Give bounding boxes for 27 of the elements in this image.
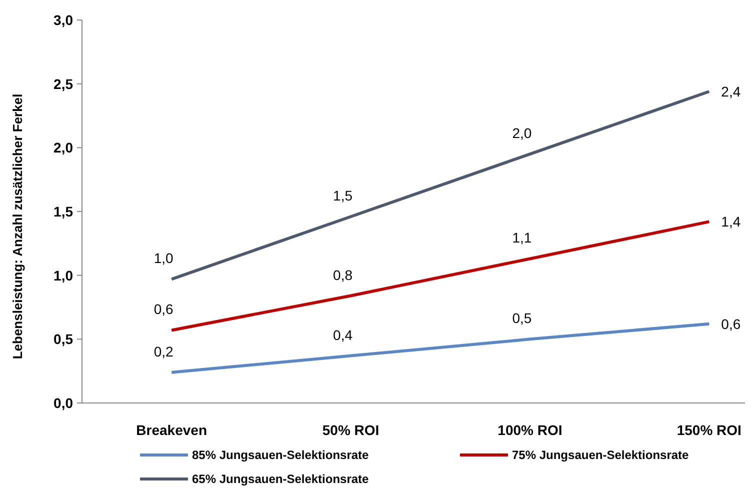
- data-label: 2,4: [721, 83, 741, 100]
- y-tick-label: 3,0: [54, 12, 74, 28]
- data-label: 1,4: [721, 214, 741, 230]
- legend-label: 65% Jungsauen-Selektionsrate: [192, 472, 370, 486]
- data-label: 0,4: [333, 326, 353, 343]
- x-tick-label: 50% ROI: [322, 422, 380, 438]
- y-axis-title: Lebensleistung: Anzahl zusätzlicher Ferkel: [10, 94, 25, 360]
- y-tick-label: 0,5: [54, 331, 74, 348]
- data-label: 0,5: [512, 310, 532, 326]
- y-tick-label: 1,5: [54, 204, 74, 220]
- y-tick-label: 2,5: [54, 76, 74, 92]
- legend-label: 85% Jungsauen-Selektionsrate: [192, 448, 370, 462]
- data-label: 1,1: [512, 230, 532, 246]
- data-label: 1,0: [154, 250, 174, 266]
- y-tick-label: 2,0: [54, 140, 74, 156]
- y-tick-label: 0,0: [54, 395, 74, 411]
- x-tick-label: 150% ROI: [676, 422, 742, 438]
- y-tick-label: 1,0: [54, 267, 74, 284]
- x-tick-label: 100% ROI: [498, 422, 562, 438]
- data-label: 1,5: [333, 188, 353, 204]
- data-label: 0,2: [154, 343, 174, 360]
- legend-label: 75% Jungsauen-Selektionsrate: [512, 448, 690, 462]
- x-tick-label: Breakeven: [136, 422, 208, 438]
- data-label: 0,6: [154, 301, 174, 318]
- data-label: 0,8: [333, 266, 353, 283]
- data-label: 0,6: [721, 316, 741, 332]
- data-label: 2,0: [512, 125, 532, 142]
